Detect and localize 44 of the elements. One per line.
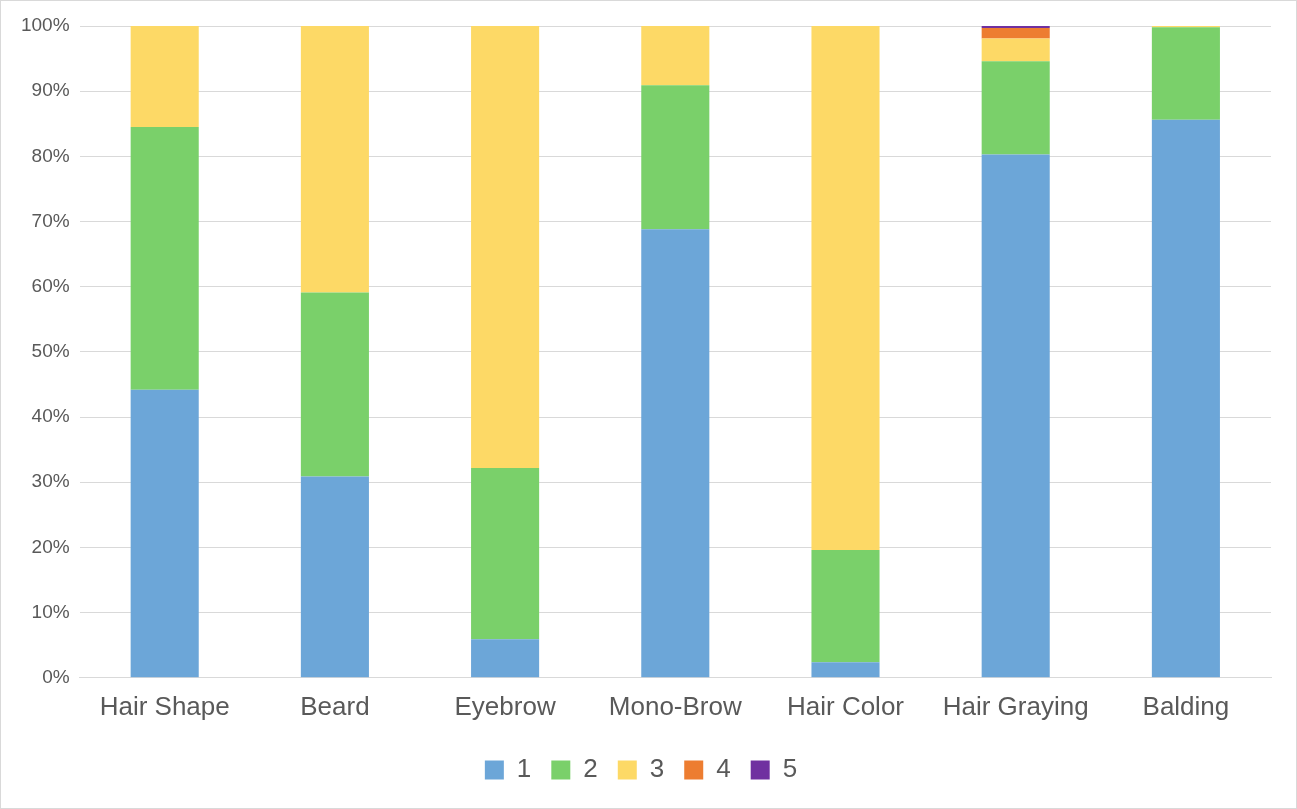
y-tick-label: 50% [31, 340, 70, 362]
bar [811, 550, 880, 663]
y-tick-label: 60% [31, 274, 70, 296]
y-tick-label: 90% [31, 79, 70, 101]
y-tick-label: 0% [42, 666, 70, 688]
bar [471, 26, 540, 468]
bar [811, 662, 880, 678]
legend-label: 1 [516, 753, 532, 784]
bar [130, 26, 199, 128]
bar [811, 26, 880, 551]
legend-label: 5 [782, 753, 798, 784]
legend-label: 4 [716, 753, 731, 784]
x-tick-label: Mono-Brow [608, 690, 742, 721]
bar [981, 38, 1050, 62]
y-tick-label: 30% [31, 470, 70, 492]
y-tick-label: 100% [20, 14, 70, 36]
bar [981, 27, 1050, 39]
x-tick-label: Hair Color [786, 690, 905, 721]
legend-label: 3 [649, 753, 665, 784]
bar [641, 85, 710, 230]
bar [1151, 119, 1220, 678]
legend-label: 2 [583, 753, 598, 784]
x-tick-label: Eyebrow [454, 690, 556, 721]
bar [981, 61, 1050, 155]
y-tick-label: 80% [31, 144, 70, 166]
bar [981, 154, 1050, 678]
bar [300, 292, 369, 477]
bar [130, 127, 199, 390]
y-tick-label: 40% [31, 405, 70, 427]
bar [300, 476, 369, 678]
y-tick-label: 70% [31, 209, 70, 231]
x-tick-label: Beard [300, 690, 370, 721]
y-tick-label: 20% [31, 535, 70, 557]
bar [471, 467, 540, 640]
x-tick-label: Hair Shape [99, 690, 230, 721]
bar [641, 26, 710, 86]
bar [300, 26, 369, 293]
bar [1151, 27, 1220, 120]
y-tick-label: 10% [31, 600, 70, 622]
bar [641, 229, 710, 678]
x-tick-label: Balding [1142, 690, 1230, 721]
x-tick-label: Hair Graying [942, 690, 1089, 721]
bar [130, 389, 199, 678]
bar [471, 639, 540, 678]
